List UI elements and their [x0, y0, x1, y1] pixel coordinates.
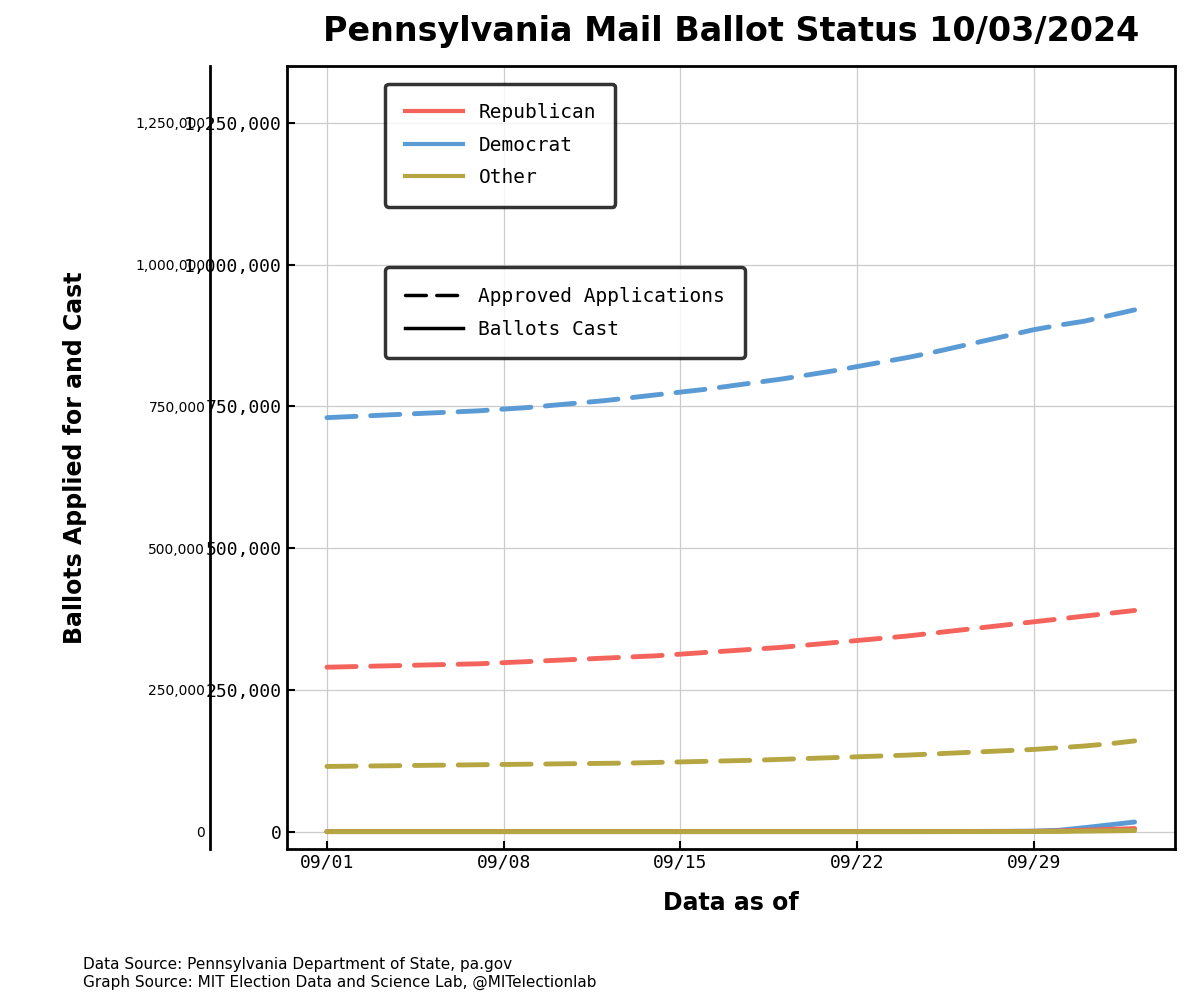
Text: Data Source: Pennsylvania Department of State, pa.gov
Graph Source: MIT Election: Data Source: Pennsylvania Department of … [83, 957, 597, 990]
Legend: Approved Applications, Ballots Cast: Approved Applications, Ballots Cast [386, 267, 745, 358]
Title: Pennsylvania Mail Ballot Status 10/03/2024: Pennsylvania Mail Ballot Status 10/03/20… [322, 15, 1139, 48]
X-axis label: Data as of: Data as of [663, 891, 798, 915]
Y-axis label: Ballots Applied for and Cast: Ballots Applied for and Cast [63, 271, 87, 644]
